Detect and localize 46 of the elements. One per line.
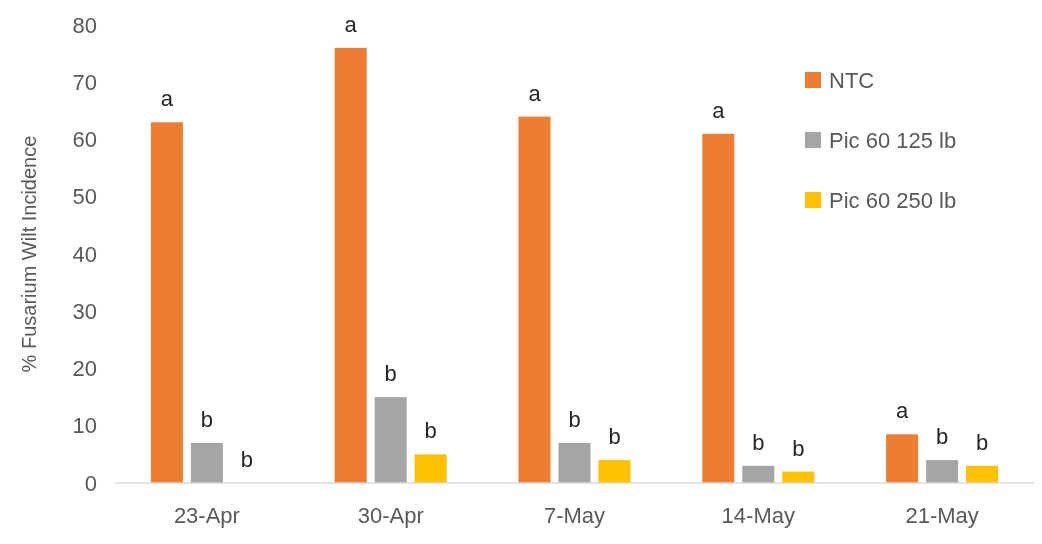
y-tick-label: 60 [72,127,97,153]
bar [742,465,775,483]
annotation: b [935,424,949,450]
annotation: b [200,406,214,432]
bar [702,133,735,483]
legend-label: NTC [829,67,875,93]
bar [414,454,447,483]
bar [598,460,631,483]
annotation: b [975,429,989,455]
legend-label: Pic 60 250 lb [829,187,957,213]
annotation: b [240,447,254,472]
x-tick-label: 23-Apr [173,503,240,528]
annotation: b [792,435,805,461]
annotation: a [528,80,542,106]
y-tick-label: 80 [72,12,97,38]
annotation: b [752,429,765,455]
y-tick-label: 20 [72,356,97,382]
x-tick-label: 7-May [543,503,606,528]
y-tick-label: 40 [72,241,97,267]
bar [886,434,919,483]
y-tick-label: 0 [84,470,97,496]
legend-label: Pic 60 125 lb [829,127,957,153]
y-tick-label: 70 [72,69,97,95]
bar [150,122,183,483]
bar [334,47,367,483]
y-tick-label: 50 [72,184,97,210]
bar [374,397,407,483]
bar [926,460,959,483]
annotation: a [160,86,174,112]
annotation: b [424,418,437,444]
annotation: a [712,97,726,123]
bar [558,442,591,483]
x-tick-label: 14-May [721,503,795,528]
bar [190,442,223,483]
x-tick-label: 30-Apr [357,503,424,528]
annotation: a [344,11,358,37]
bar [966,465,999,483]
x-tick-label: 21-May [905,503,979,528]
bar [518,116,551,483]
annotation: b [568,406,581,432]
annotation: a [895,398,909,424]
y-tick-label: 30 [72,298,97,324]
annotation: b [608,424,621,450]
y-axis-title: % Fusarium Wilt Incidence [18,135,40,373]
y-tick-label: 10 [72,413,97,439]
annotation: b [384,361,397,387]
